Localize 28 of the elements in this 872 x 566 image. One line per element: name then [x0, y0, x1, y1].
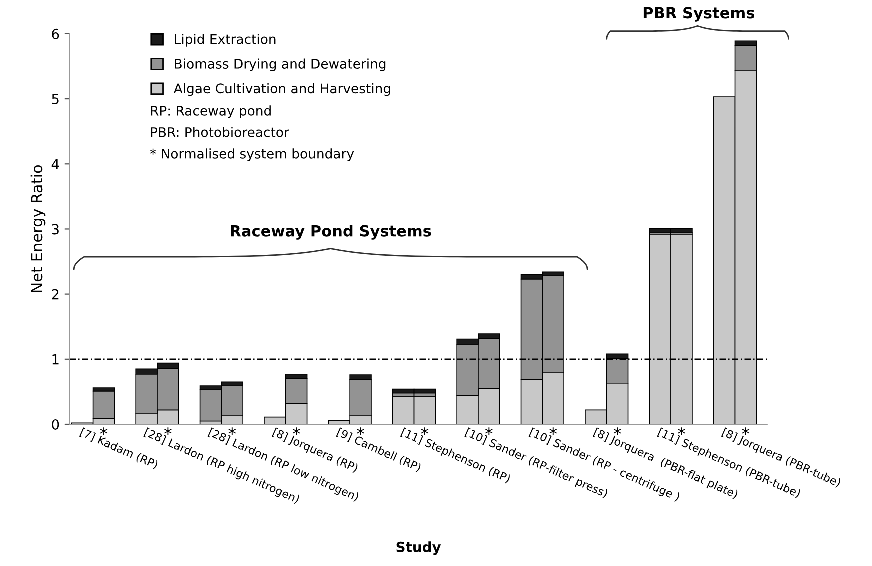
legend-label: Algae Cultivation and Harvesting: [174, 83, 390, 96]
x-tick-label: *: [421, 428, 429, 436]
x-tick-label: *: [292, 428, 300, 436]
x-tick-label: *: [742, 428, 750, 436]
y-tick-label: 4: [52, 159, 60, 170]
y-axis-title: Net Energy Ratio: [30, 165, 46, 292]
annotation: Raceway Pond Systems: [231, 225, 432, 240]
y-tick-label: 3: [52, 224, 59, 235]
x-tick-label: *: [486, 428, 493, 436]
annotation: PBR: Photobioreactor: [151, 127, 290, 138]
x-axis-title: Study: [396, 542, 442, 556]
text: PBR Systems: [644, 7, 754, 22]
x-tick-label: *: [550, 428, 558, 436]
x-tick-label: *: [678, 428, 686, 436]
legend-label: Biomass Drying and Dewatering: [175, 58, 386, 72]
x-tick-label: *: [100, 428, 108, 436]
x-tick-label: *: [228, 428, 236, 436]
x-tick-label: *: [357, 428, 364, 436]
annotation: * Normalised system boundary: [150, 148, 354, 162]
x-tick-label: *: [164, 428, 172, 436]
y-tick-label: 5: [52, 94, 59, 105]
y-tick-label: 2: [52, 289, 59, 300]
legend-label: Lipid Extraction: [175, 34, 276, 47]
x-tick-label: *: [614, 428, 622, 436]
annotation: RP: Raceway pond: [151, 106, 271, 118]
y-tick-label: 6: [52, 28, 60, 40]
y-tick-label: 0: [52, 419, 60, 430]
y-tick-label: 1: [52, 354, 59, 365]
